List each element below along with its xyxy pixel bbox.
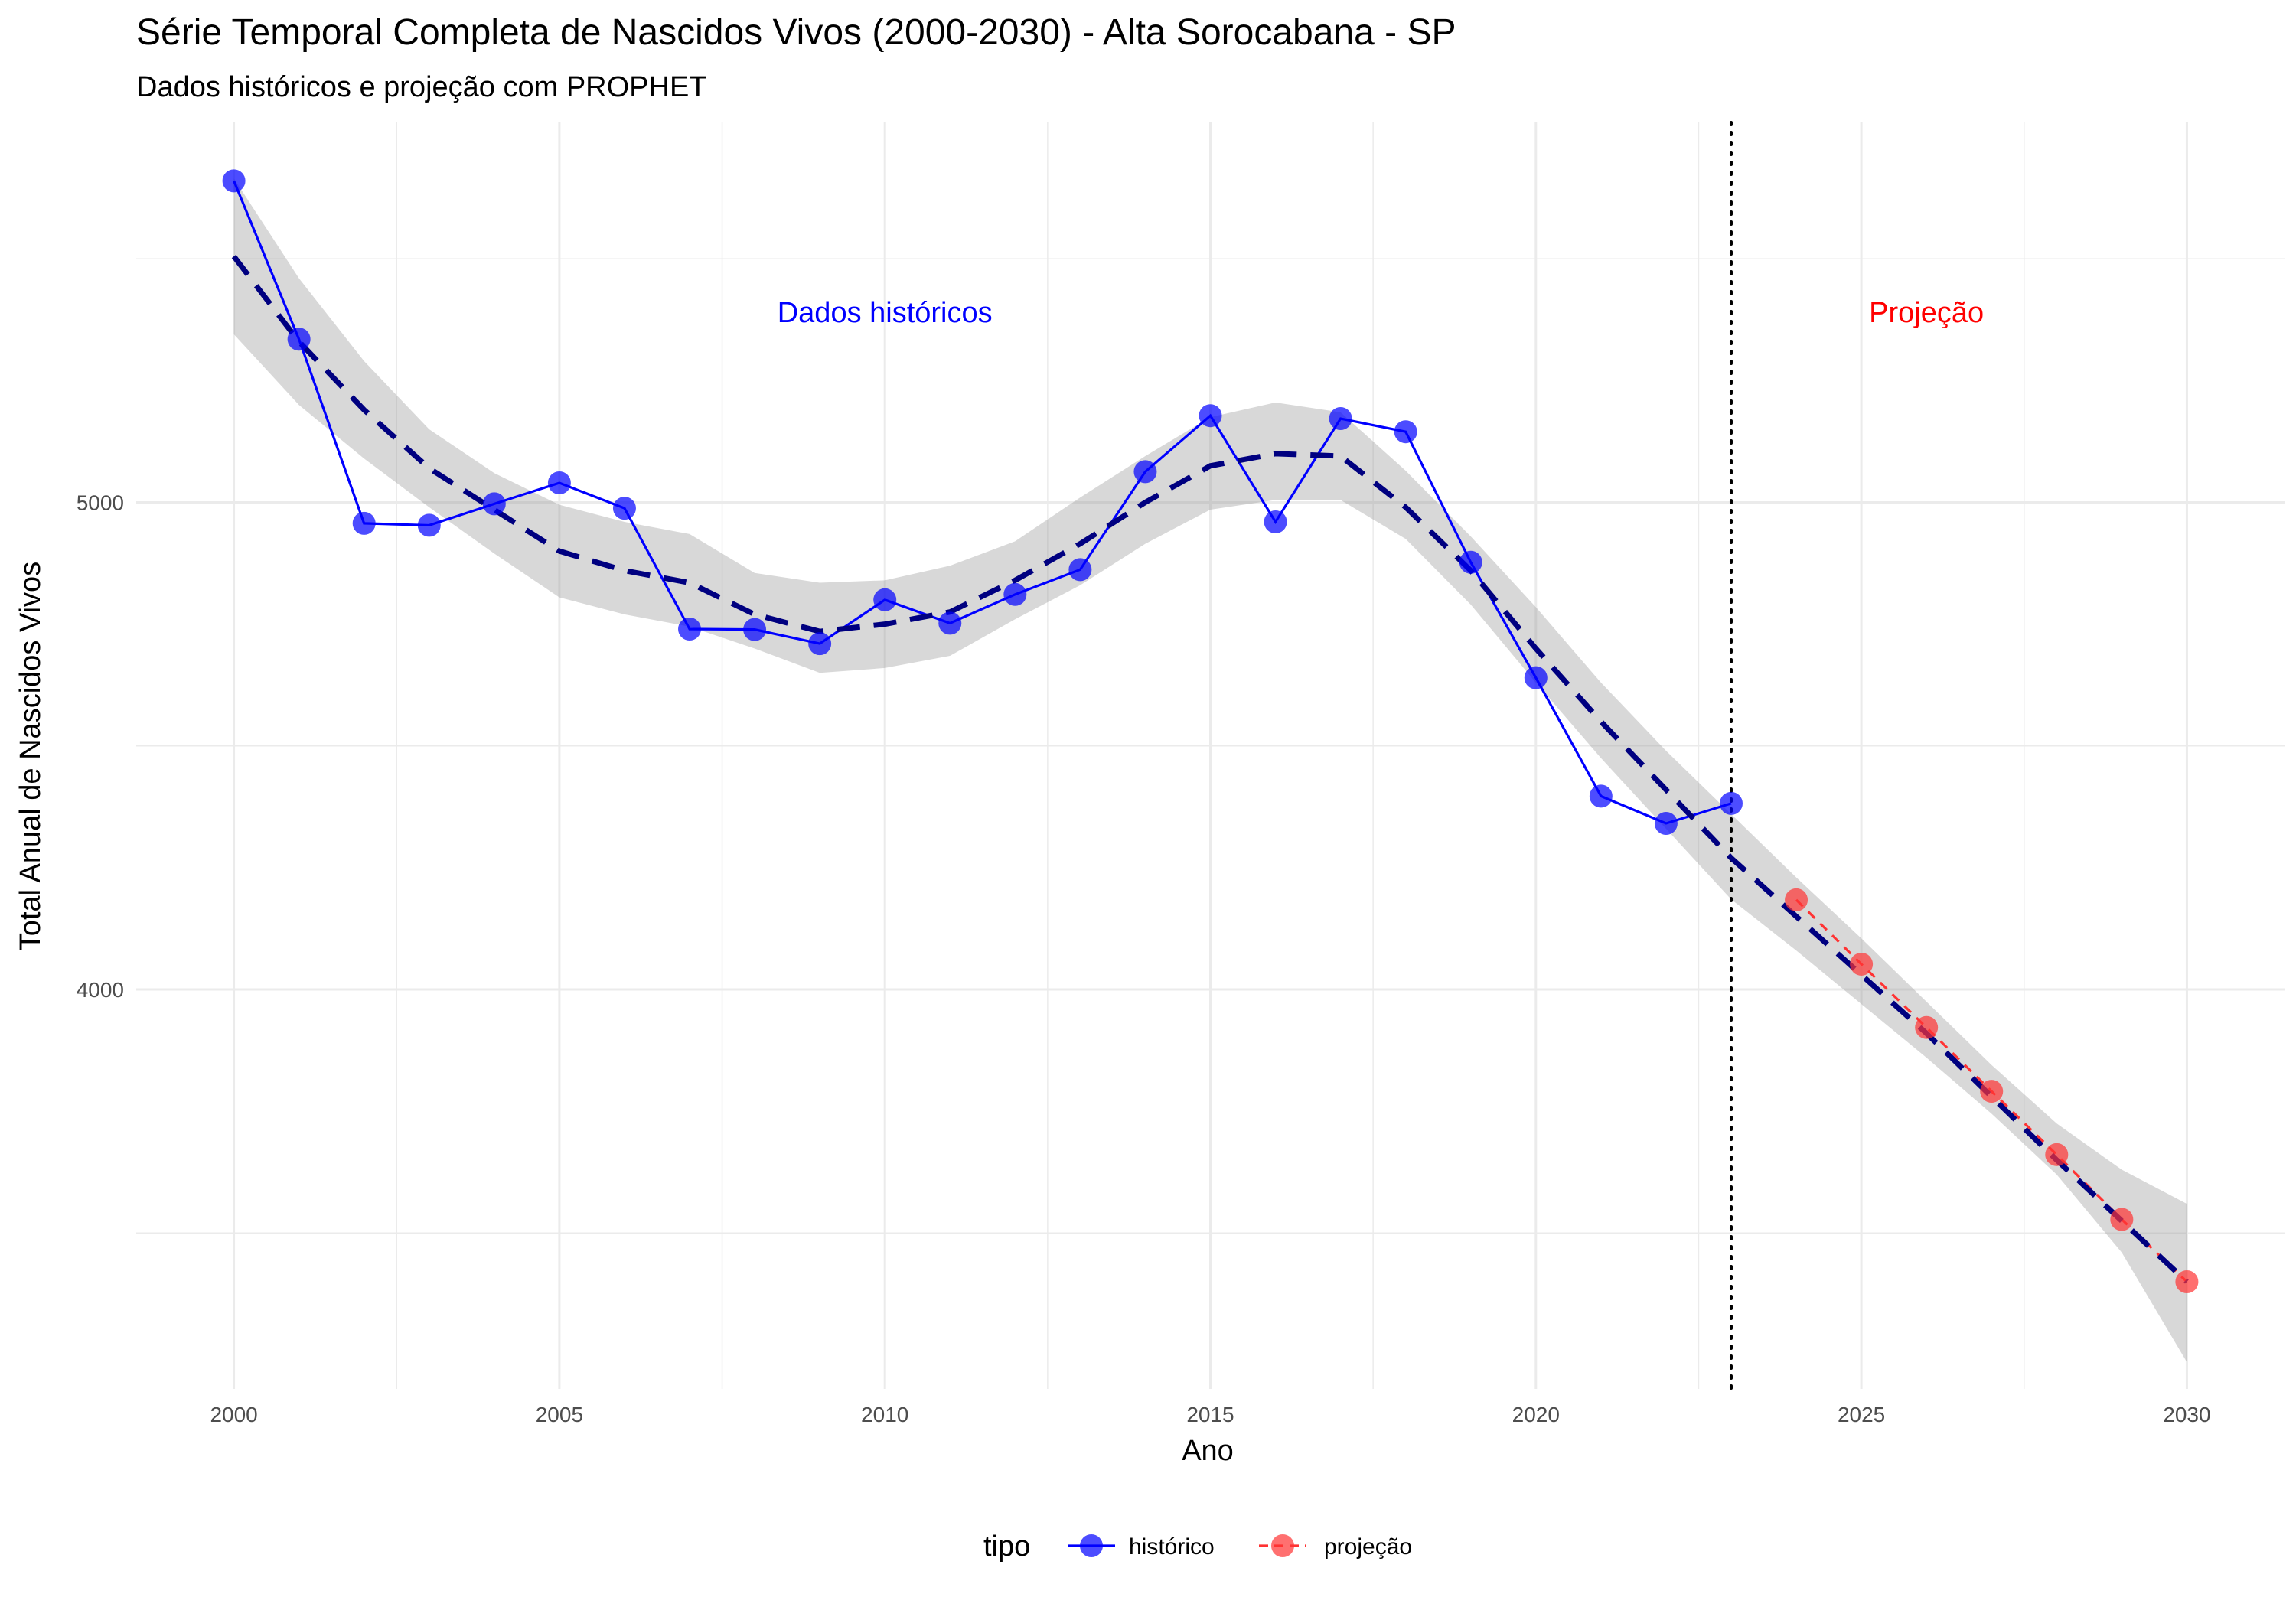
legend-label-0: histórico <box>1129 1534 1215 1560</box>
data-point-0-18 <box>1394 420 1417 444</box>
x-tick-label-2005: 2005 <box>536 1403 583 1426</box>
legend-key-point-1 <box>1271 1534 1294 1557</box>
annotation-0: Dados históricos <box>778 297 993 329</box>
data-point-0-4 <box>482 492 506 516</box>
x-axis-label: Ano <box>1182 1435 1234 1467</box>
data-point-0-19 <box>1459 550 1482 574</box>
annotations: Dados históricos Projeção <box>778 297 1984 329</box>
trend-line <box>231 254 2189 1284</box>
data-point-0-2 <box>352 511 376 535</box>
data-point-0-22 <box>1654 811 1678 835</box>
x-tick-label-2015: 2015 <box>1186 1403 1234 1426</box>
data-point-0-23 <box>1719 791 1743 815</box>
chart-subtitle: Dados históricos e projeção com PROPHET <box>136 71 707 103</box>
data-point-0-21 <box>1589 784 1613 808</box>
data-points <box>222 169 2199 1293</box>
data-point-0-1 <box>287 328 311 351</box>
data-point-1-1 <box>1850 952 1874 976</box>
data-point-1-2 <box>1915 1015 1939 1039</box>
data-point-0-3 <box>417 513 441 537</box>
legend-key-point-0 <box>1080 1534 1103 1557</box>
y-tick-label-4000: 4000 <box>77 978 124 1002</box>
x-tick-label-2010: 2010 <box>861 1403 908 1426</box>
axes: 2000 2005 2010 2015 2020 2025 2030 4000 5000 <box>77 491 2211 1427</box>
data-point-1-5 <box>2110 1208 2134 1231</box>
legend: tipo histórico projeção <box>983 1530 1412 1563</box>
data-point-0-5 <box>547 471 571 495</box>
data-point-1-6 <box>2175 1270 2199 1293</box>
data-point-0-17 <box>1329 407 1352 431</box>
legend-label-1: projeção <box>1324 1534 1412 1560</box>
y-tick-label-5000: 5000 <box>77 491 124 515</box>
grid <box>136 122 2285 1389</box>
data-point-0-10 <box>873 588 897 611</box>
x-tick-label-2030: 2030 <box>2163 1403 2210 1426</box>
annotation-1: Projeção <box>1869 297 1984 329</box>
chart-title: Série Temporal Completa de Nascidos Vivo… <box>136 12 1456 53</box>
x-tick-label-2025: 2025 <box>1838 1403 1885 1426</box>
data-point-0-8 <box>743 618 767 641</box>
data-point-0-14 <box>1133 460 1157 484</box>
data-point-0-13 <box>1068 558 1092 582</box>
data-point-1-3 <box>1980 1080 2004 1103</box>
data-point-0-12 <box>1003 582 1027 606</box>
x-tick-label-2020: 2020 <box>1512 1403 1560 1426</box>
data-point-0-16 <box>1264 510 1287 533</box>
data-point-0-9 <box>808 632 832 656</box>
data-point-0-11 <box>938 611 962 635</box>
data-point-0-15 <box>1199 404 1222 428</box>
data-point-0-6 <box>612 497 636 520</box>
data-point-0-7 <box>678 618 702 641</box>
data-point-1-4 <box>2045 1143 2069 1166</box>
data-point-0-20 <box>1524 666 1548 689</box>
x-tick-label-2000: 2000 <box>210 1403 257 1426</box>
data-point-0-0 <box>222 169 246 193</box>
legend-title: tipo <box>983 1530 1030 1563</box>
trend-polyline <box>231 254 2189 1284</box>
y-axis-label: Total Anual de Nascidos Vivos <box>15 562 47 950</box>
data-point-1-0 <box>1785 888 1808 911</box>
